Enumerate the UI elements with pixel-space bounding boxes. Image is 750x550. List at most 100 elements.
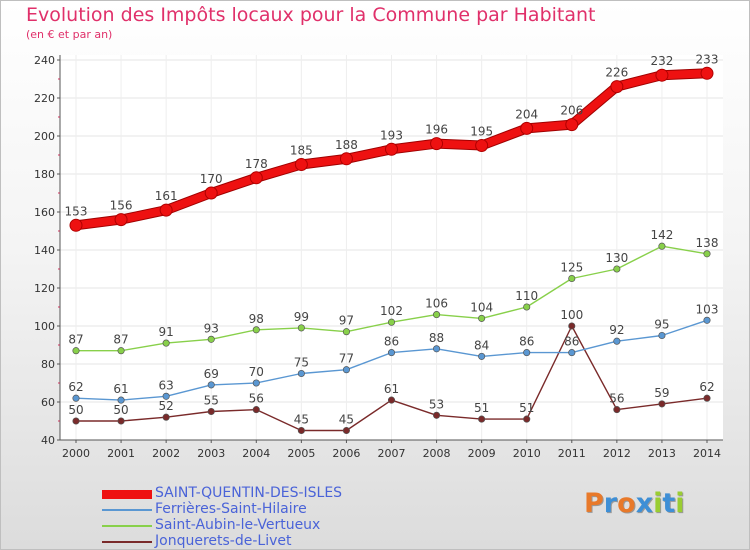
data-label: 51 [474,401,489,415]
legend-item: SAINT-QUENTIN-DES-ISLES [102,485,402,502]
data-label: 62 [699,380,714,394]
data-point [478,352,486,360]
data-label: 52 [159,399,174,413]
y-tick-label: 40 [41,434,55,447]
data-point [114,213,128,227]
data-label: 206 [560,104,583,118]
data-point [700,66,714,80]
data-point [72,394,80,402]
y-tick-label: 100 [34,320,55,333]
data-point [342,426,350,435]
data-label: 50 [113,403,128,417]
data-point [159,203,173,217]
legend-swatch [102,525,152,527]
data-point [72,417,80,425]
data-point [387,318,396,326]
data-point [207,407,215,416]
data-point [385,142,398,156]
data-point [433,345,441,353]
data-point [610,80,624,94]
data-label: 63 [159,378,174,392]
data-point [69,218,83,232]
data-point [294,158,308,171]
x-tick-label: 2007 [378,447,406,460]
data-point [117,396,125,404]
data-point [117,347,125,355]
data-label: 86 [519,335,534,349]
data-label: 161 [155,189,178,203]
data-label: 138 [696,236,719,250]
y-tick-label: 160 [34,206,55,219]
data-point [342,328,350,336]
data-point [475,139,489,152]
data-point [568,322,576,330]
legend-label: Saint-Aubin-le-Vertueux [155,517,321,533]
data-label: 102 [380,304,403,318]
data-label: 188 [335,138,358,152]
data-label: 77 [339,352,354,366]
data-label: 91 [159,325,174,339]
data-point [568,349,576,357]
data-point [297,426,305,435]
legend-swatch [102,490,152,499]
logo-letter: t [662,488,676,519]
data-point [430,137,444,151]
data-label: 87 [113,333,128,347]
data-label: 142 [650,228,673,242]
x-tick-label: 2009 [468,447,496,460]
chart-subtitle: (en € et par an) [26,28,113,41]
data-label: 170 [200,172,223,186]
data-label: 178 [245,157,268,171]
data-point [655,68,669,82]
data-point [297,369,305,378]
data-point [703,394,711,402]
logo-letter: x [635,488,654,519]
y-tick-label: 240 [34,54,55,67]
data-label: 53 [429,397,444,411]
logo-letter: i [675,488,685,519]
data-point [613,265,621,273]
x-tick-label: 2011 [558,447,586,460]
x-tick-label: 2014 [693,447,721,460]
data-label: 195 [470,125,493,139]
legend-item: Ferrières-Saint-Hilaire [102,501,402,518]
logo-letter: r [603,488,618,519]
data-label: 50 [68,403,83,417]
logo-letter: o [617,488,636,519]
data-point [204,186,218,200]
data-point [162,392,170,400]
data-point [387,349,396,357]
x-tick-label: 2005 [287,447,315,460]
data-point [249,171,263,185]
data-point [523,415,531,423]
legend-swatch [102,541,152,543]
y-tick-label: 200 [34,130,55,143]
data-point [72,347,80,355]
data-label: 87 [68,333,83,347]
data-label: 55 [204,394,219,408]
logo-letter: i [653,488,663,519]
data-label: 156 [110,199,133,213]
data-label: 185 [290,144,313,158]
data-point [565,118,579,132]
data-label: 95 [654,318,669,332]
data-point [568,274,576,283]
x-tick-label: 2003 [197,447,225,460]
data-point [613,406,621,414]
legend-label: SAINT-QUENTIN-DES-ISLES [155,485,343,501]
y-tick-label: 140 [34,244,55,257]
data-point [658,242,666,250]
x-tick-label: 2001 [107,447,135,460]
data-point [478,314,486,322]
data-label: 103 [696,302,719,316]
x-tick-label: 2013 [648,447,676,460]
data-point [478,415,486,423]
data-label: 62 [68,380,83,394]
data-label: 88 [429,331,444,345]
data-label: 100 [560,308,583,322]
data-point [342,366,350,374]
data-label: 233 [696,52,719,66]
data-label: 93 [204,321,219,335]
x-tick-label: 2008 [423,447,451,460]
data-point [207,381,215,389]
